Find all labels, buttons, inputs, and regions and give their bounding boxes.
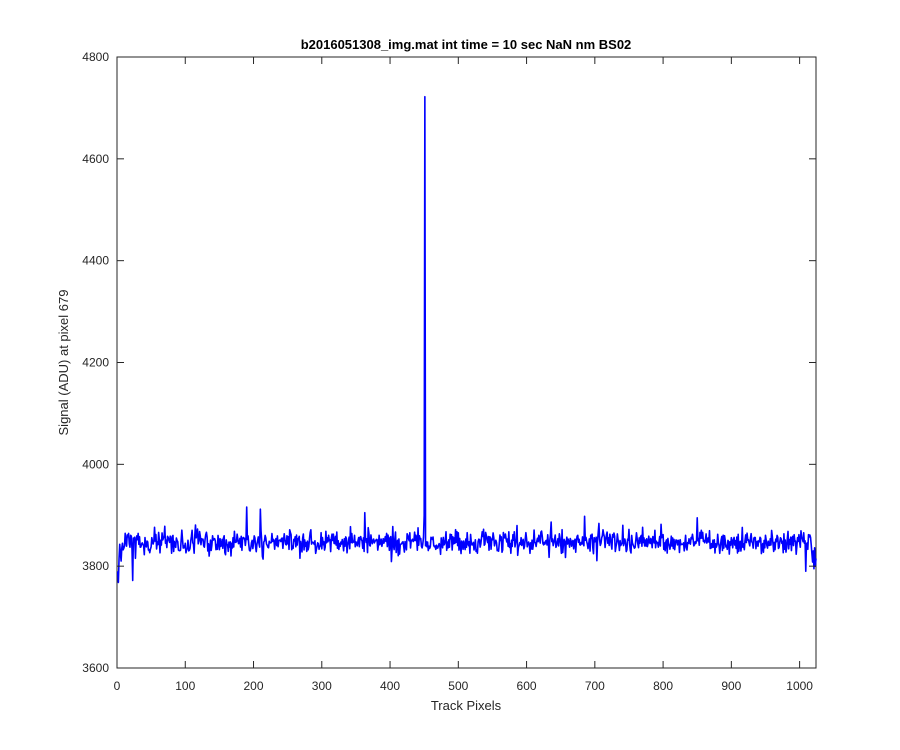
y-tick-label: 4600 <box>82 152 109 166</box>
x-tick-label: 100 <box>175 679 195 693</box>
x-tick-label: 800 <box>653 679 673 693</box>
y-tick-label: 3600 <box>82 661 109 675</box>
x-tick-label: 200 <box>244 679 264 693</box>
x-tick-label: 900 <box>721 679 741 693</box>
x-tick-label: 600 <box>517 679 537 693</box>
x-tick-label: 0 <box>114 679 121 693</box>
x-tick-label: 1000 <box>786 679 813 693</box>
chart-title: b2016051308_img.mat int time = 10 sec Na… <box>301 37 632 52</box>
x-tick-label: 500 <box>448 679 468 693</box>
y-tick-label: 4800 <box>82 50 109 64</box>
y-tick-label: 4000 <box>82 457 109 471</box>
x-tick-label: 300 <box>312 679 332 693</box>
y-axis-label: Signal (ADU) at pixel 679 <box>56 290 71 436</box>
y-tick-label: 3800 <box>82 559 109 573</box>
y-tick-label: 4400 <box>82 254 109 268</box>
ticks-group: 0 100 200 300 400 500 600 700 800 900 1000 3600 3800… <box>82 50 816 693</box>
x-tick-label: 700 <box>585 679 605 693</box>
signal-series-line <box>116 95 817 584</box>
y-tick-label: 4200 <box>82 356 109 370</box>
x-axis-label: Track Pixels <box>431 698 502 713</box>
series-group <box>116 95 817 584</box>
x-tick-label: 400 <box>380 679 400 693</box>
axes-box <box>116 56 817 669</box>
